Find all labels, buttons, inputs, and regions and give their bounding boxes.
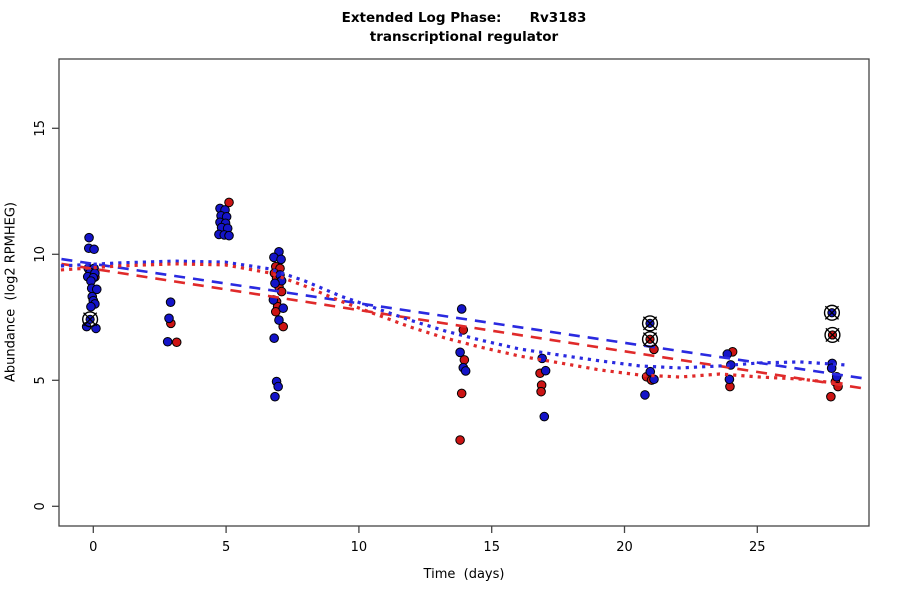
highlight-x-icon	[824, 305, 839, 320]
x-tick-label: 5	[222, 540, 230, 555]
data-point-blue	[276, 254, 286, 265]
highlight-ring-icon	[641, 331, 659, 348]
data-point-blue	[274, 315, 284, 325]
data-point-blue	[224, 230, 234, 241]
chart-title-line1: Extended Log Phase: Rv3183	[341, 10, 587, 26]
x-tick-label: 25	[749, 540, 766, 555]
y-tick-label: 10	[33, 246, 48, 263]
data-point-blue	[270, 278, 280, 289]
data-point-blue	[724, 374, 735, 385]
data-point-red	[456, 388, 467, 399]
data-point-blue	[270, 391, 280, 402]
data-point-red	[171, 337, 182, 348]
data-point-blue	[455, 347, 465, 358]
data-point-blue	[539, 411, 550, 422]
highlight-ring-icon	[82, 311, 99, 328]
data-point-blue	[278, 303, 289, 314]
data-point-blue	[460, 366, 471, 376]
chart-title-line2: transcriptional regulator	[369, 29, 559, 45]
y-tick-label: 5	[33, 376, 48, 384]
highlight-x-icon	[642, 316, 658, 331]
data-point-red	[224, 197, 234, 208]
data-point-blue	[456, 304, 467, 314]
highlight-ring-icon	[824, 326, 841, 344]
y-tick-label: 0	[33, 502, 48, 510]
data-point-red	[455, 435, 465, 445]
x-tick-label: 0	[89, 540, 97, 555]
x-tick-label: 15	[483, 540, 500, 555]
highlight-x-icon	[83, 312, 98, 327]
data-point-blue	[273, 381, 283, 392]
highlight-ring-icon	[641, 315, 659, 332]
data-point-blue	[540, 365, 551, 376]
x-axis-label: Time (days)	[423, 567, 505, 582]
plot-box	[58, 58, 870, 527]
data-point-blue	[269, 333, 279, 344]
data-point-blue	[162, 336, 173, 347]
data-point-blue	[86, 301, 96, 312]
highlight-x-icon	[642, 332, 658, 347]
x-tick-label: 10	[351, 540, 368, 555]
data-point-blue	[84, 232, 94, 243]
data-point-blue	[89, 244, 99, 255]
highlight-ring-icon	[823, 304, 841, 321]
x-tick-label: 20	[616, 540, 633, 555]
data-point-blue	[91, 284, 102, 295]
data-point-blue	[640, 390, 650, 400]
y-axis-label: Abundance (log2 RPMHEG)	[3, 201, 19, 383]
data-point-blue	[645, 366, 656, 377]
trend-line-blue-linear	[61, 257, 869, 381]
data-point-red	[826, 391, 836, 402]
data-point-blue	[164, 313, 174, 324]
y-tick-label: 15	[33, 120, 48, 137]
trend-line-blue-smooth	[60, 259, 846, 370]
data-point-blue	[826, 363, 837, 374]
highlight-x-icon	[825, 327, 840, 342]
trend-line-red-linear	[61, 262, 869, 391]
data-point-blue	[165, 297, 176, 307]
data-point-red	[536, 386, 546, 397]
data-point-red	[278, 321, 289, 332]
